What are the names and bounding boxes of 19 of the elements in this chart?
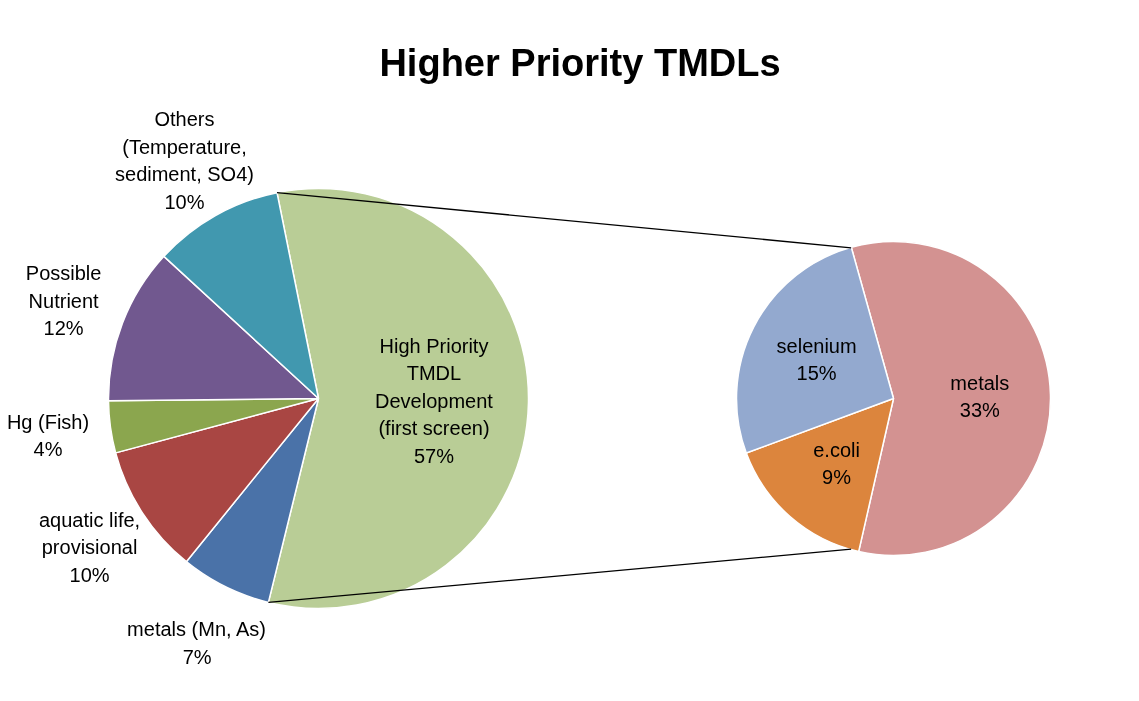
data-label: 12% [43, 317, 84, 340]
data-label: 33% [959, 399, 1001, 422]
data-label: 4% [33, 438, 63, 461]
chart-title: Higher Priority TMDLs [379, 41, 781, 84]
data-label: 10% [69, 563, 110, 586]
data-label: 9% [822, 466, 852, 489]
slice-label: e.coli [813, 438, 860, 461]
slice-label: High Priority TMDL Development (first screen) [375, 334, 494, 440]
slice-label: Possible Nutrient [25, 262, 102, 312]
slice-label: Hg (Fish) [6, 410, 90, 433]
slice-label: Others (Temperature, sediment, SO4) [115, 108, 254, 186]
data-label: 7% [182, 645, 212, 668]
data-label: 57% [413, 444, 455, 467]
slice-label: metals (Mn, As) [127, 618, 267, 641]
data-label: 15% [796, 362, 837, 385]
slice-label: aquatic life, provisional [38, 508, 141, 559]
slice-label: metals [950, 371, 1010, 394]
slice-label: selenium [776, 334, 857, 357]
data-label: 10% [164, 190, 205, 213]
